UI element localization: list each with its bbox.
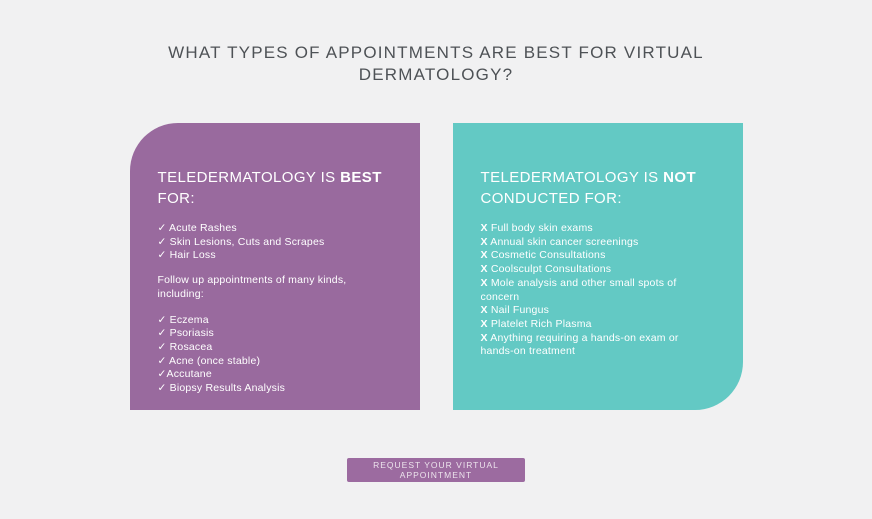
x-icon: X [480,331,488,344]
card-best-list-1: ✓ Acute Rashes ✓ Skin Lesions, Cuts and … [158,222,392,263]
list-item: ✓ Psoriasis [157,327,215,340]
list-item: X Annual skin cancer screenings [480,235,639,248]
check-icon: ✓ [157,235,167,248]
x-icon: X [480,317,488,330]
request-virtual-appointment-button[interactable]: REQUEST YOUR VIRTUAL APPOINTMENT [347,458,525,482]
card-best-list-2: ✓ Eczema ✓ Psoriasis ✓ Rosacea ✓ Acne (o… [158,314,392,396]
check-icon: ✓ [157,382,167,395]
list-item: ✓Accutane [157,368,212,381]
x-icon: X [480,304,488,317]
cards-row: TELEDERMATOLOGY IS BEST FOR: ✓ Acute Ras… [0,123,872,410]
check-icon: ✓ [157,327,167,340]
card-best-heading: TELEDERMATOLOGY IS BEST FOR: [158,167,392,209]
x-icon: X [480,249,488,262]
list-item: X Mole analysis and other small spots of… [480,276,677,303]
list-item: X Coolsculpt Consultations [480,263,612,276]
card-not-heading: TELEDERMATOLOGY IS NOT CONDUCTED FOR: [481,167,715,209]
card-not-heading-line1: TELEDERMATOLOGY IS NOT [480,169,697,186]
list-item: ✓ Acute Rashes [157,222,237,234]
list-item: X Platelet Rich Plasma [480,317,592,330]
x-icon: X [480,235,488,248]
list-item: X Nail Fungus [480,304,550,317]
check-icon: ✓ [157,354,167,367]
card-best-heading-line2: FOR: [157,190,195,207]
list-item: X Anything requiring a hands-on exam or … [480,331,679,358]
card-not-heading-line2: CONDUCTED FOR: [480,190,622,207]
check-icon: ✓ [157,222,167,234]
list-item: ✓ Eczema [157,313,209,326]
check-icon: ✓ [157,340,167,353]
list-item: ✓ Acne (once stable) [157,354,261,367]
check-icon: ✓ [157,368,167,381]
x-icon: X [480,276,488,289]
list-item: X Cosmetic Consultations [480,249,606,262]
check-icon: ✓ [157,313,167,326]
list-item: ✓ Skin Lesions, Cuts and Scrapes [157,235,325,248]
list-item: ✓ Hair Loss [157,249,216,262]
list-item: ✓ Rosacea [157,340,213,353]
card-teledermatology-not-conducted: TELEDERMATOLOGY IS NOT CONDUCTED FOR: X … [452,123,743,410]
page-title: WHAT TYPES OF APPOINTMENTS ARE BEST FOR … [168,43,704,84]
list-item: X Full body skin exams [480,222,593,234]
card-best-heading-line1: TELEDERMATOLOGY IS BEST [157,169,382,186]
check-icon: ✓ [157,249,167,262]
x-icon: X [480,222,488,234]
card-teledermatology-best: TELEDERMATOLOGY IS BEST FOR: ✓ Acute Ras… [129,123,420,410]
card-best-note: Follow up appointments of many kinds, in… [157,274,347,300]
list-item: ✓ Biopsy Results Analysis [157,382,286,395]
card-not-list: X Full body skin exams X Annual skin can… [481,222,715,359]
x-icon: X [480,263,488,276]
